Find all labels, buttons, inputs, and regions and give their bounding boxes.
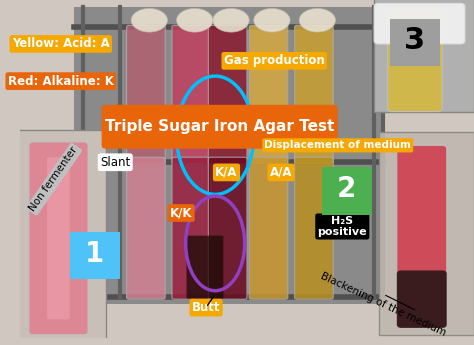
FancyBboxPatch shape xyxy=(209,157,247,299)
Text: 2: 2 xyxy=(337,175,356,203)
FancyBboxPatch shape xyxy=(295,25,333,164)
Text: Slant: Slant xyxy=(100,156,130,169)
FancyBboxPatch shape xyxy=(172,25,210,164)
FancyBboxPatch shape xyxy=(397,270,447,328)
Text: Gas production: Gas production xyxy=(224,55,325,67)
FancyBboxPatch shape xyxy=(29,142,88,335)
Text: K/A: K/A xyxy=(215,166,238,179)
Ellipse shape xyxy=(213,8,249,32)
FancyBboxPatch shape xyxy=(172,157,210,299)
FancyBboxPatch shape xyxy=(322,167,372,215)
Text: Blackening of the medium: Blackening of the medium xyxy=(319,271,447,338)
FancyBboxPatch shape xyxy=(249,157,288,299)
FancyBboxPatch shape xyxy=(390,19,440,66)
FancyBboxPatch shape xyxy=(374,3,465,44)
FancyBboxPatch shape xyxy=(388,10,442,111)
FancyBboxPatch shape xyxy=(374,0,474,111)
Text: 1: 1 xyxy=(85,239,104,267)
Text: Displacement of medium: Displacement of medium xyxy=(264,140,411,150)
FancyBboxPatch shape xyxy=(47,157,70,319)
FancyBboxPatch shape xyxy=(127,157,165,299)
FancyBboxPatch shape xyxy=(70,231,120,279)
Text: Non fermenter: Non fermenter xyxy=(28,145,80,213)
Text: A/A: A/A xyxy=(270,166,292,179)
Ellipse shape xyxy=(176,8,213,32)
FancyBboxPatch shape xyxy=(187,236,223,298)
FancyBboxPatch shape xyxy=(209,25,247,164)
FancyBboxPatch shape xyxy=(18,130,106,340)
Text: Butt: Butt xyxy=(192,301,220,314)
Text: 3: 3 xyxy=(404,26,426,55)
FancyBboxPatch shape xyxy=(295,157,333,299)
Text: K/K: K/K xyxy=(170,206,192,219)
FancyBboxPatch shape xyxy=(379,132,474,335)
FancyBboxPatch shape xyxy=(74,7,383,304)
Text: H₂S
positive: H₂S positive xyxy=(318,216,367,237)
FancyBboxPatch shape xyxy=(397,145,447,328)
Text: Triple Sugar Iron Agar Test: Triple Sugar Iron Agar Test xyxy=(105,119,334,134)
Ellipse shape xyxy=(131,8,167,32)
Ellipse shape xyxy=(299,8,336,32)
Text: Red: Alkaline: K: Red: Alkaline: K xyxy=(8,75,114,88)
FancyBboxPatch shape xyxy=(127,25,165,164)
FancyBboxPatch shape xyxy=(249,25,288,164)
Text: Yellow: Acid: A: Yellow: Acid: A xyxy=(12,38,109,50)
FancyBboxPatch shape xyxy=(101,105,338,149)
Ellipse shape xyxy=(254,8,290,32)
